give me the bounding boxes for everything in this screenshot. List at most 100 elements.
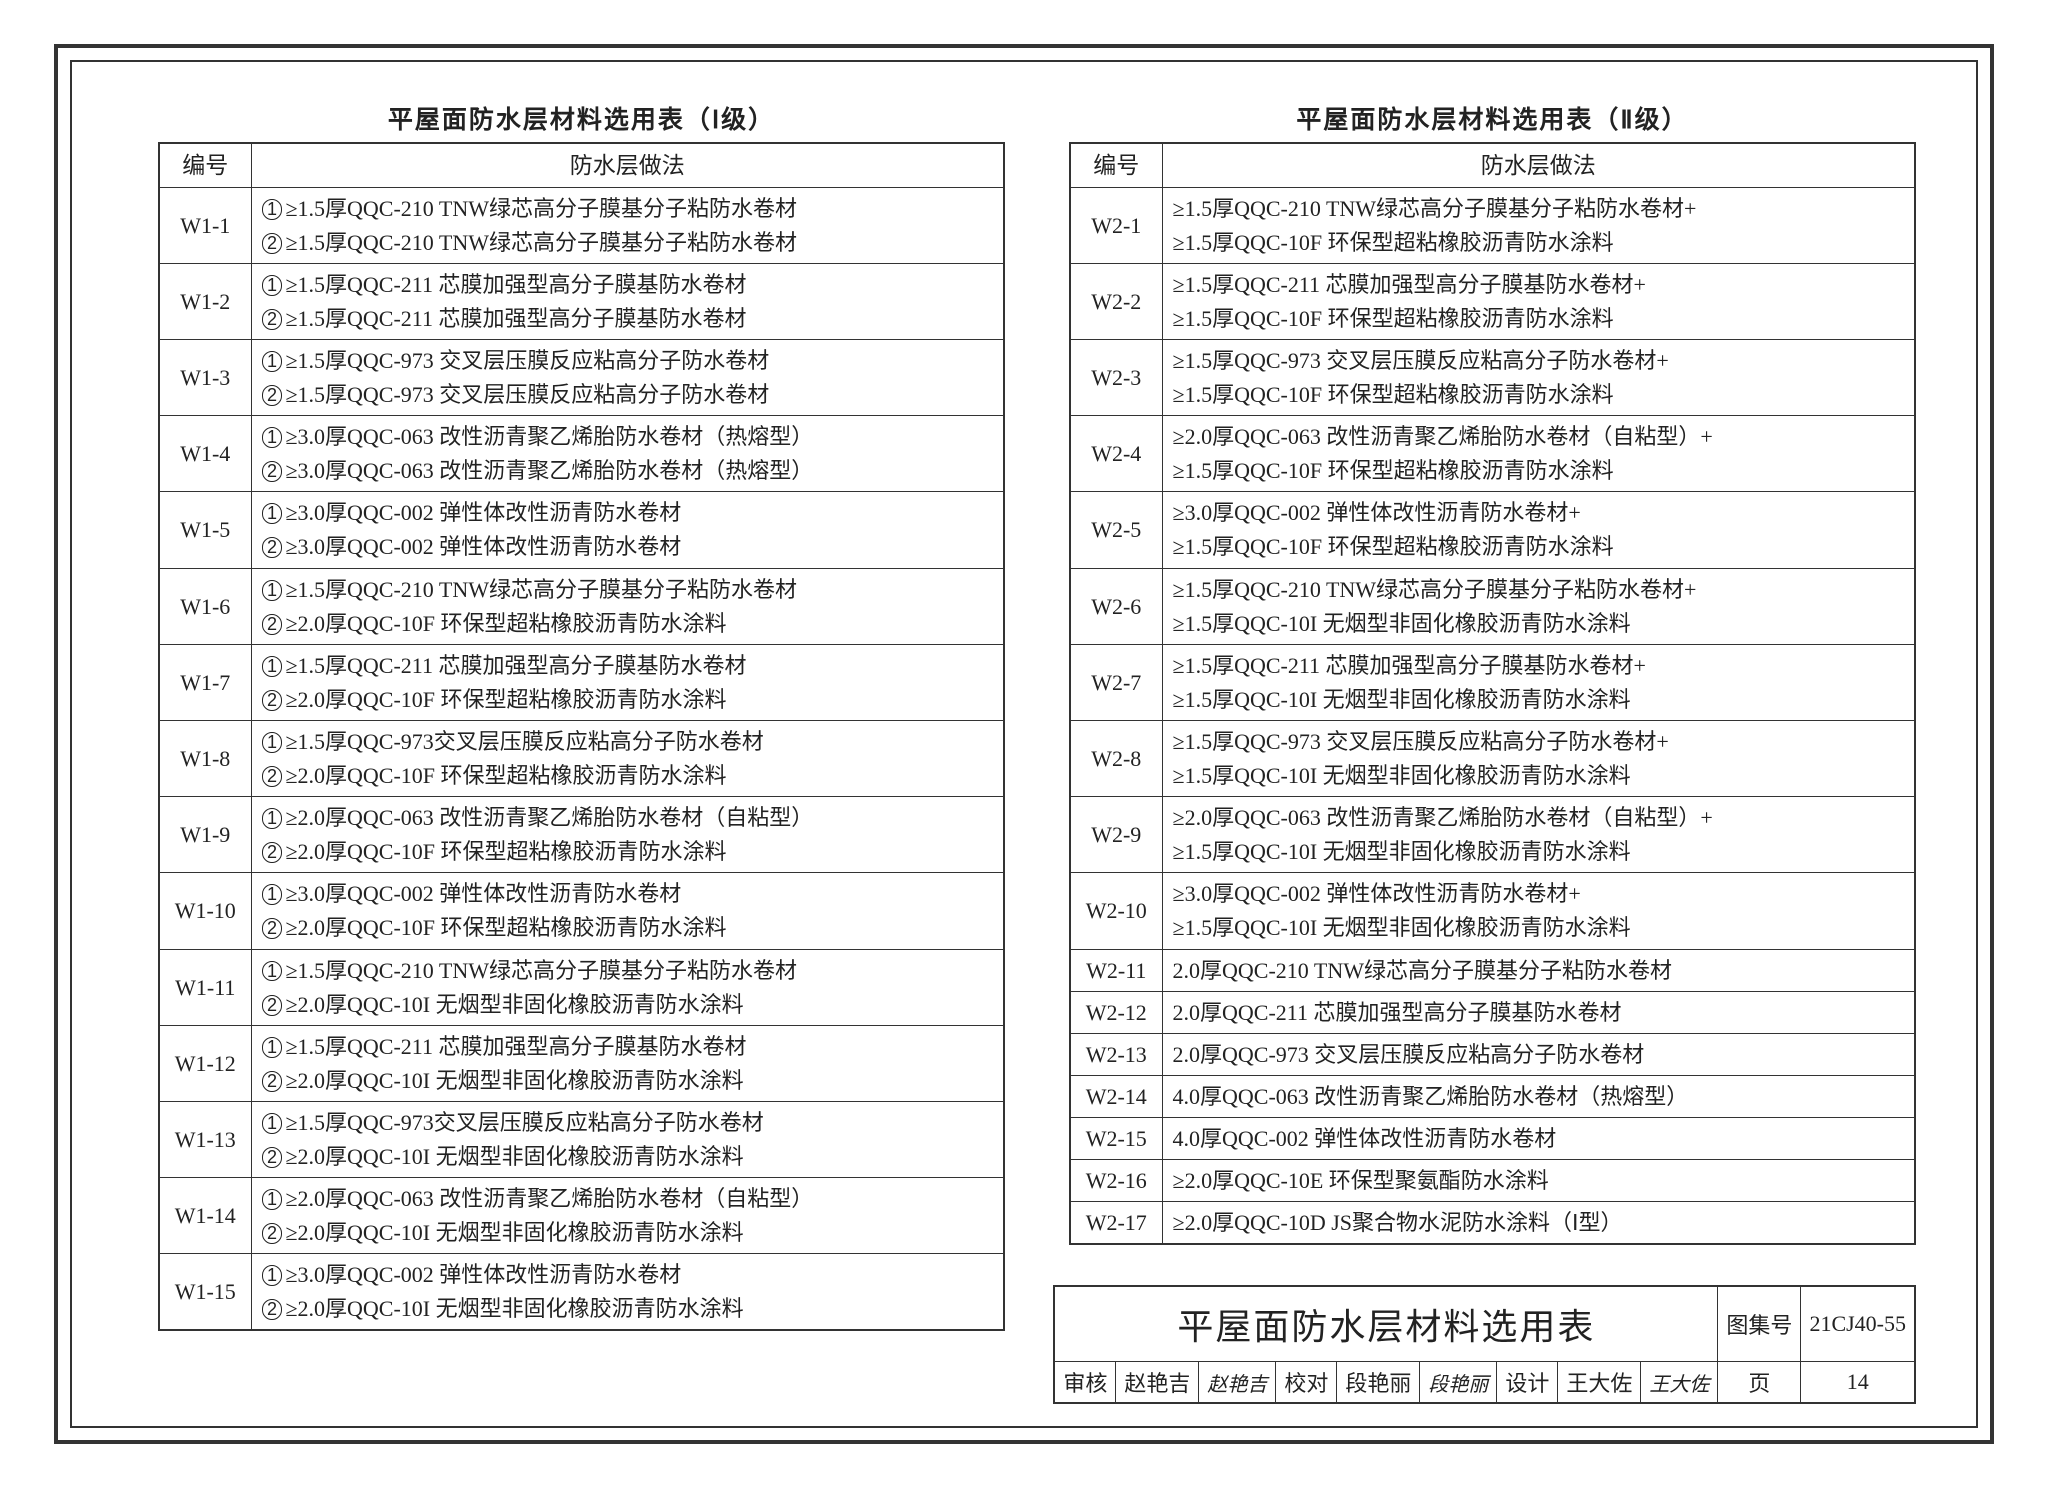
row-description: 2.0厚QQC-210 TNW绿芯高分子膜基分子粘防水卷材	[1162, 949, 1915, 991]
circled-number-icon: 1	[262, 808, 283, 829]
circled-number-icon: 1	[262, 503, 283, 524]
table-row: W2-6≥1.5厚QQC-210 TNW绿芯高分子膜基分子粘防水卷材+≥1.5厚…	[1070, 568, 1915, 644]
col-header-code: 编号	[159, 143, 251, 187]
table-left-title: 平屋面防水层材料选用表（Ⅰ级）	[158, 100, 1005, 136]
table-row: W2-10≥3.0厚QQC-002 弹性体改性沥青防水卷材+≥1.5厚QQC-1…	[1070, 873, 1915, 949]
row-code: W2-1	[1070, 187, 1162, 263]
table-row: W2-16≥2.0厚QQC-10E 环保型聚氨酯防水涂料	[1070, 1159, 1915, 1201]
columns-container: 平屋面防水层材料选用表（Ⅰ级） 编号 防水层做法 W1-11 ≥1.5厚QQC-2…	[158, 100, 1916, 1266]
row-line: 1≥1.5厚QQC-211 芯膜加强型高分子膜基防水卷材	[262, 649, 994, 683]
row-description: 1≥2.0厚QQC-063 改性沥青聚乙烯胎防水卷材（自粘型）2≥2.0厚QQC…	[251, 1178, 1004, 1254]
row-code: W2-4	[1070, 416, 1162, 492]
row-description: ≥2.0厚QQC-063 改性沥青聚乙烯胎防水卷材（自粘型）+≥1.5厚QQC-…	[1162, 797, 1915, 873]
row-line: 2≥1.5厚QQC-211 芯膜加强型高分子膜基防水卷材	[262, 302, 994, 336]
row-line: ≥1.5厚QQC-211 芯膜加强型高分子膜基防水卷材+	[1173, 268, 1905, 302]
row-code: W1-11	[159, 949, 251, 1025]
table-row: W1-31≥1.5厚QQC-973 交叉层压膜反应粘高分子防水卷材2≥1.5厚Q…	[159, 340, 1004, 416]
circled-number-icon: 1	[262, 427, 283, 448]
circled-number-icon: 1	[262, 1265, 283, 1286]
row-code: W2-15	[1070, 1117, 1162, 1159]
row-code: W2-9	[1070, 797, 1162, 873]
row-description: 1≥1.5厚QQC-973交叉层压膜反应粘高分子防水卷材2≥2.0厚QQC-10…	[251, 1101, 1004, 1177]
row-line: ≥1.5厚QQC-10F 环保型超粘橡胶沥青防水涂料	[1173, 226, 1905, 260]
table-row: W2-9≥2.0厚QQC-063 改性沥青聚乙烯胎防水卷材（自粘型）+≥1.5厚…	[1070, 797, 1915, 873]
row-code: W2-12	[1070, 991, 1162, 1033]
table-row: W1-21≥1.5厚QQC-211 芯膜加强型高分子膜基防水卷材2≥1.5厚QQ…	[159, 263, 1004, 339]
table-row: W1-41≥3.0厚QQC-063 改性沥青聚乙烯胎防水卷材（热熔型）2≥3.0…	[159, 416, 1004, 492]
row-description: 1≥3.0厚QQC-002 弹性体改性沥青防水卷材2≥2.0厚QQC-10F 环…	[251, 873, 1004, 949]
circled-number-icon: 2	[262, 233, 283, 254]
check-label: 校对	[1276, 1362, 1337, 1404]
table-row: W1-141≥2.0厚QQC-063 改性沥青聚乙烯胎防水卷材（自粘型）2≥2.…	[159, 1178, 1004, 1254]
row-line: 1≥3.0厚QQC-002 弹性体改性沥青防水卷材	[262, 877, 994, 911]
left-column: 平屋面防水层材料选用表（Ⅰ级） 编号 防水层做法 W1-11≥1.5厚QQC-2…	[158, 100, 1005, 1266]
inner-frame: 平屋面防水层材料选用表（Ⅰ级） 编号 防水层做法 W1-11 ≥1.5厚QQC-2…	[70, 60, 1978, 1428]
row-line: 2≥2.0厚QQC-10F 环保型超粘橡胶沥青防水涂料	[262, 683, 994, 717]
table-row: W1-91≥2.0厚QQC-063 改性沥青聚乙烯胎防水卷材（自粘型）2≥2.0…	[159, 797, 1004, 873]
row-line: 2≥1.5厚QQC-210 TNW绿芯高分子膜基分子粘防水卷材	[262, 226, 994, 260]
title-block: 平屋面防水层材料选用表 图集号 21CJ40-55 审核 赵艳吉 赵艳吉 校对 …	[1053, 1285, 1916, 1404]
row-description: 2.0厚QQC-211 芯膜加强型高分子膜基防水卷材	[1162, 991, 1915, 1033]
review-label: 审核	[1054, 1362, 1116, 1404]
table-row: W2-1≥1.5厚QQC-210 TNW绿芯高分子膜基分子粘防水卷材+≥1.5厚…	[1070, 187, 1915, 263]
table-row: W2-8≥1.5厚QQC-973 交叉层压膜反应粘高分子防水卷材+≥1.5厚QQ…	[1070, 720, 1915, 796]
row-description: 1≥3.0厚QQC-002 弹性体改性沥青防水卷材2≥2.0厚QQC-10I 无…	[251, 1254, 1004, 1331]
row-line: ≥1.5厚QQC-10F 环保型超粘橡胶沥青防水涂料	[1173, 454, 1905, 488]
row-description: 4.0厚QQC-063 改性沥青聚乙烯胎防水卷材（热熔型）	[1162, 1075, 1915, 1117]
row-line: ≥2.0厚QQC-063 改性沥青聚乙烯胎防水卷材（自粘型）+	[1173, 420, 1905, 454]
row-code: W2-6	[1070, 568, 1162, 644]
row-description: 4.0厚QQC-002 弹性体改性沥青防水卷材	[1162, 1117, 1915, 1159]
table-row: W1-101≥3.0厚QQC-002 弹性体改性沥青防水卷材2≥2.0厚QQC-…	[159, 873, 1004, 949]
row-line: 1≥2.0厚QQC-063 改性沥青聚乙烯胎防水卷材（自粘型）	[262, 1182, 994, 1216]
row-code: W1-10	[159, 873, 251, 949]
check-name: 段艳丽	[1337, 1362, 1420, 1404]
row-code: W2-10	[1070, 873, 1162, 949]
row-code: W2-14	[1070, 1075, 1162, 1117]
row-line: 4.0厚QQC-002 弹性体改性沥青防水卷材	[1173, 1122, 1905, 1156]
review-name: 赵艳吉	[1116, 1362, 1199, 1404]
row-code: W1-6	[159, 568, 251, 644]
row-description: ≥1.5厚QQC-210 TNW绿芯高分子膜基分子粘防水卷材+≥1.5厚QQC-…	[1162, 187, 1915, 263]
table-row: W1-111≥1.5厚QQC-210 TNW绿芯高分子膜基分子粘防水卷材2≥2.…	[159, 949, 1004, 1025]
circled-number-icon: 1	[262, 884, 283, 905]
check-signature: 段艳丽	[1420, 1362, 1497, 1404]
page-label: 页	[1718, 1362, 1801, 1404]
design-signature: 王大佐	[1641, 1362, 1718, 1404]
row-description: 1≥3.0厚QQC-002 弹性体改性沥青防水卷材2≥3.0厚QQC-002 弹…	[251, 492, 1004, 568]
table-row: W2-5≥3.0厚QQC-002 弹性体改性沥青防水卷材+≥1.5厚QQC-10…	[1070, 492, 1915, 568]
row-description: ≥1.5厚QQC-211 芯膜加强型高分子膜基防水卷材+≥1.5厚QQC-10F…	[1162, 263, 1915, 339]
row-line: 2≥2.0厚QQC-10F 环保型超粘橡胶沥青防水涂料	[262, 835, 994, 869]
table-row: W1-151≥3.0厚QQC-002 弹性体改性沥青防水卷材2≥2.0厚QQC-…	[159, 1254, 1004, 1331]
row-line: ≥1.5厚QQC-973 交叉层压膜反应粘高分子防水卷材+	[1173, 725, 1905, 759]
table-row: W1-51≥3.0厚QQC-002 弹性体改性沥青防水卷材2≥3.0厚QQC-0…	[159, 492, 1004, 568]
row-line: 1≥3.0厚QQC-063 改性沥青聚乙烯胎防水卷材（热熔型）	[262, 420, 994, 454]
row-code: W1-12	[159, 1025, 251, 1101]
collection-label: 图集号	[1718, 1286, 1801, 1362]
row-description: ≥1.5厚QQC-973 交叉层压膜反应粘高分子防水卷材+≥1.5厚QQC-10…	[1162, 720, 1915, 796]
row-line: ≥1.5厚QQC-10I 无烟型非固化橡胶沥青防水涂料	[1173, 607, 1905, 641]
row-code: W1-2	[159, 263, 251, 339]
table-right: 编号 防水层做法 W2-1≥1.5厚QQC-210 TNW绿芯高分子膜基分子粘防…	[1069, 142, 1916, 1245]
row-code: W1-13	[159, 1101, 251, 1177]
row-code: W1-3	[159, 340, 251, 416]
row-code: W1-8	[159, 720, 251, 796]
table-row: W1-121≥1.5厚QQC-211 芯膜加强型高分子膜基防水卷材2≥2.0厚Q…	[159, 1025, 1004, 1101]
row-line: 2≥2.0厚QQC-10I 无烟型非固化橡胶沥青防水涂料	[262, 1064, 994, 1098]
table-row: W2-17≥2.0厚QQC-10D JS聚合物水泥防水涂料（Ⅰ型）	[1070, 1202, 1915, 1245]
table-row: W1-81≥1.5厚QQC-973交叉层压膜反应粘高分子防水卷材2≥2.0厚QQ…	[159, 720, 1004, 796]
row-code: W1-4	[159, 416, 251, 492]
row-description: 1≥2.0厚QQC-063 改性沥青聚乙烯胎防水卷材（自粘型）2≥2.0厚QQC…	[251, 797, 1004, 873]
row-line: 2≥2.0厚QQC-10I 无烟型非固化橡胶沥青防水涂料	[262, 1216, 994, 1250]
review-signature: 赵艳吉	[1199, 1362, 1276, 1404]
circled-number-icon: 1	[262, 199, 283, 220]
row-description: 1≥3.0厚QQC-063 改性沥青聚乙烯胎防水卷材（热熔型）2≥3.0厚QQC…	[251, 416, 1004, 492]
circled-number-icon: 2	[262, 766, 283, 787]
row-line: 1≥3.0厚QQC-002 弹性体改性沥青防水卷材	[262, 496, 994, 530]
row-line: 1≥3.0厚QQC-002 弹性体改性沥青防水卷材	[262, 1258, 994, 1292]
col-header-desc: 防水层做法	[1162, 143, 1915, 187]
row-code: W2-16	[1070, 1159, 1162, 1201]
right-column: 平屋面防水层材料选用表（Ⅱ级） 编号 防水层做法 W2-1≥1.5厚QQC-21…	[1069, 100, 1916, 1266]
design-label: 设计	[1497, 1362, 1558, 1404]
row-description: 1≥1.5厚QQC-211 芯膜加强型高分子膜基防水卷材2≥2.0厚QQC-10…	[251, 1025, 1004, 1101]
table-row: W2-15 4.0厚QQC-002 弹性体改性沥青防水卷材	[1070, 1117, 1915, 1159]
